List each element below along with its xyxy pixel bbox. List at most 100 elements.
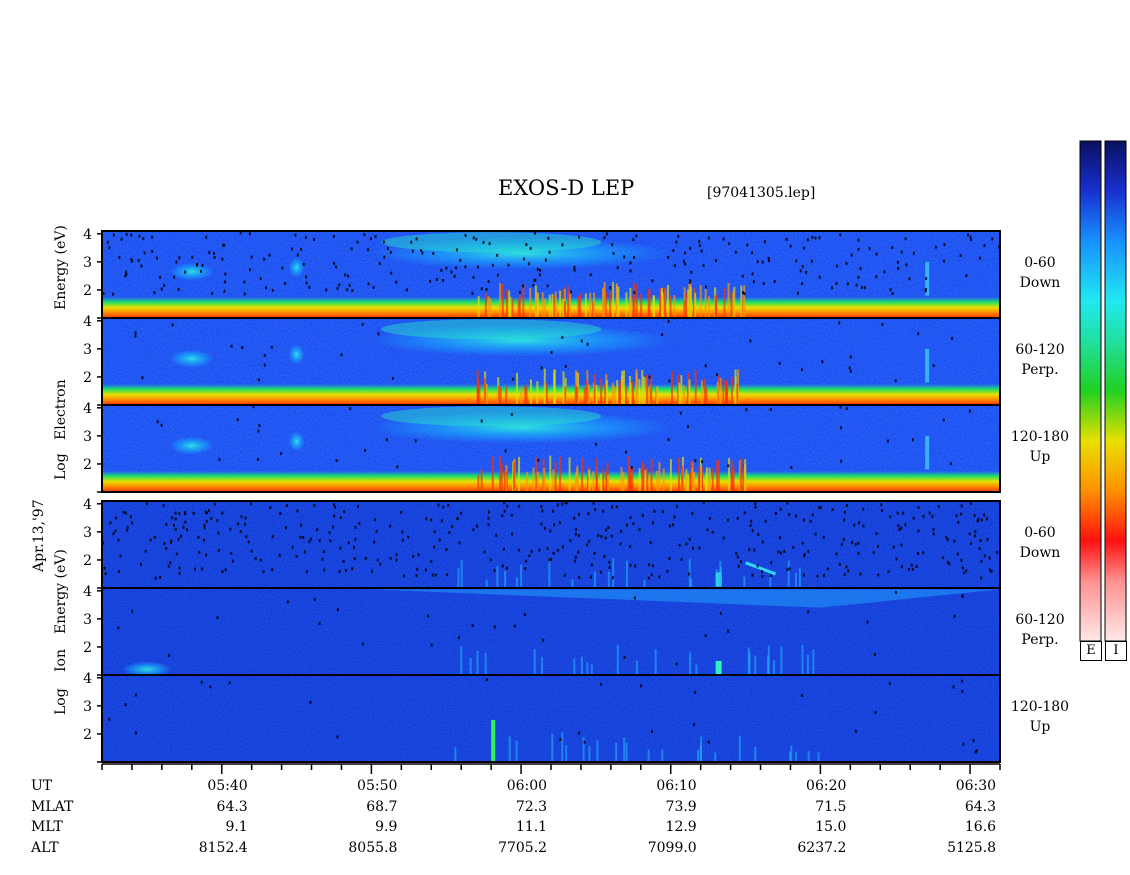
electron-panel-0-speckle xyxy=(859,267,862,271)
electron-panel-0-speckle xyxy=(191,255,194,259)
ion-panel-0-speckle xyxy=(175,552,178,556)
electron-panel-0-speckle xyxy=(632,255,635,259)
electron-panel-2-arc-core xyxy=(381,406,602,427)
electron-panel-1-spike xyxy=(650,374,653,405)
electron-panel-2-speckle xyxy=(667,438,670,442)
electron-panel-0-speckle xyxy=(546,284,549,288)
electron-panel-1-spike xyxy=(656,386,659,405)
electron-panel-0-speckle xyxy=(855,283,858,287)
electron-panel-0-speckle xyxy=(875,275,878,279)
electron-angle-direction-0: Down xyxy=(1019,274,1061,291)
ion-panel-0-speckle xyxy=(549,529,552,533)
electron-panel-0-spike xyxy=(489,297,492,318)
ion-panel-0-speckle xyxy=(814,532,817,536)
ion-panel-0-streak xyxy=(485,579,488,588)
orbit-ut-value: 05:40 xyxy=(207,778,248,794)
ion-panel-0-speckle xyxy=(364,556,367,560)
ion-panel-0-speckle xyxy=(244,522,247,526)
ion-panel-0-speckle xyxy=(895,557,898,561)
electron-panel-0-ytick-label-1: 3 xyxy=(83,255,92,271)
ion-panel-0-speckle xyxy=(979,539,982,543)
ion-panel-0-speckle xyxy=(816,574,819,578)
electron-panel-0-spike xyxy=(535,291,538,318)
electron-panel-0-spike xyxy=(562,298,565,318)
electron-panel-2-spike xyxy=(716,460,719,492)
ion-panel-1-speckle xyxy=(216,616,219,620)
ion-panel-0-speckle xyxy=(988,568,991,572)
electron-panel-0-speckle xyxy=(561,243,564,247)
ion-panel-2-speckle xyxy=(578,731,581,735)
ion-panel-1-streak xyxy=(460,646,463,675)
electron-panel-2-speckle xyxy=(701,460,704,464)
ion-panel-0-speckle xyxy=(910,563,913,567)
electron-panel-2-spike xyxy=(730,460,733,492)
ion-panel-0-speckle xyxy=(685,542,688,546)
ion-panel-1-speckle xyxy=(361,642,364,646)
electron-panel-0-speckle xyxy=(846,282,849,286)
ion-panel-0-speckle xyxy=(761,540,764,544)
electron-panel-1-spike xyxy=(583,387,586,405)
ion-panel-0-speckle xyxy=(216,519,219,523)
electron-panel-0-speckle xyxy=(756,260,759,264)
orbit-row-label-ut: UT xyxy=(31,778,53,794)
electron-panel-0-spike xyxy=(694,292,697,318)
electron-panel-2-spike xyxy=(592,471,595,492)
electron-panel-1-spike xyxy=(476,377,479,405)
electron-panel-1-ytick-label-0: 4 xyxy=(83,314,92,330)
electron-panel-0-speckle xyxy=(118,255,121,259)
colorbar-electron-label: E xyxy=(1080,641,1102,661)
electron-panel-0-speckle xyxy=(250,255,253,259)
electron-panel-1-spike xyxy=(725,379,728,405)
electron-panel-2-spike xyxy=(644,469,647,492)
date-label: Apr.13,'97 xyxy=(31,499,47,572)
ion-panel-0-speckle xyxy=(129,515,132,519)
ion-panel-1-streak xyxy=(654,649,657,675)
ion-panel-2-streak xyxy=(790,745,793,762)
electron-panel-1-spike xyxy=(600,378,603,405)
ion-panel-0-speckle xyxy=(577,550,580,554)
ion-panel-0-speckle xyxy=(203,538,206,542)
ion-panel-2-streak xyxy=(551,733,554,762)
electron-panel-2-speckle xyxy=(480,419,483,423)
electron-panel-0-speckle xyxy=(633,291,636,295)
ion-panel-0-speckle xyxy=(978,547,981,551)
electron-panel-0-speckle xyxy=(140,264,143,268)
electron-panel-0-spike xyxy=(685,292,688,318)
ion-panel-0-speckle xyxy=(448,531,451,535)
electron-panel-0-speckle xyxy=(435,277,438,281)
electron-panel-1-speckle xyxy=(270,345,273,349)
ion-panel-0-speckle xyxy=(296,509,299,513)
ion-panel-0-speckle xyxy=(802,518,805,522)
electron-panel-2-speckle xyxy=(252,405,255,409)
ion-panel-0-speckle xyxy=(807,549,810,553)
file-name: [97041305.lep] xyxy=(707,185,816,201)
ion-panel-0-speckle xyxy=(102,541,105,545)
electron-panel-1-spike xyxy=(621,370,624,405)
ion-panel-0-speckle xyxy=(634,564,637,568)
electron-panel-1-spike xyxy=(499,387,502,405)
electron-panel-2-speckle xyxy=(845,407,848,411)
electron-panel-0-spike xyxy=(522,283,525,318)
ion-panel-0-speckle xyxy=(587,512,590,516)
ion-panel-0-speckle xyxy=(955,514,958,518)
ion-angle-label-1: 60-120 Perp. xyxy=(1005,610,1075,650)
ion-panel-0-speckle xyxy=(774,511,777,515)
electron-panel-0-spike xyxy=(529,287,532,318)
ion-panel-0-speckle xyxy=(803,553,806,557)
electron-panel-0-spike xyxy=(689,286,692,318)
ion-panel-0-speckle xyxy=(395,558,398,562)
ion-panel-0-speckle xyxy=(980,559,983,563)
electron-panel-2-speckle xyxy=(510,412,513,416)
electron-panel-0-spike xyxy=(708,296,711,318)
ion-panel-0-speckle xyxy=(321,557,324,561)
electron-panel-2-speckle xyxy=(335,459,338,463)
electron-panel-2-spike xyxy=(491,456,494,492)
electron-panel-0-spike xyxy=(541,292,544,318)
ion-panel-0-speckle xyxy=(389,524,392,528)
orbit-row-label-mlt: MLT xyxy=(31,819,63,835)
ion-panel-0-speckle xyxy=(881,509,884,513)
ion-panel-0-speckle xyxy=(859,572,862,576)
ion-panel-0-speckle xyxy=(960,504,963,508)
electron-panel-1-spike xyxy=(594,374,597,405)
electron-panel-1-speckle xyxy=(704,364,707,368)
